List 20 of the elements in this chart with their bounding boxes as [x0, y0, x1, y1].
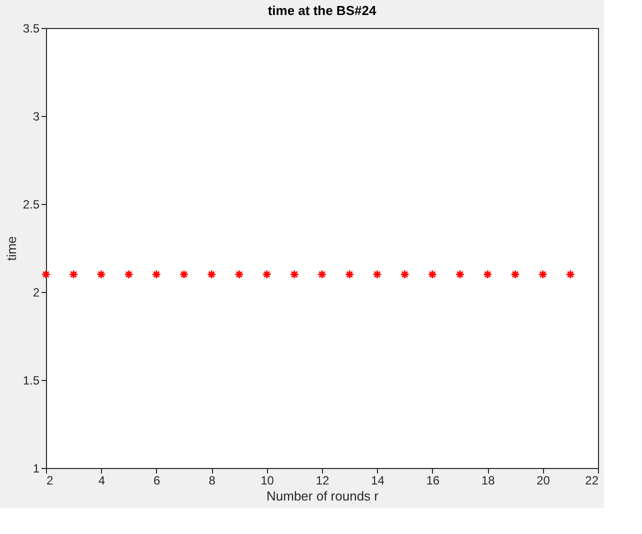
x-tick-label: 6 [154, 474, 161, 488]
y-tick-label: 2 [32, 286, 40, 300]
x-tick-label: 18 [481, 474, 496, 488]
x-axis-title: Number of rounds r [266, 488, 380, 504]
x-tick-label: 10 [260, 474, 274, 488]
x-tick-label: 8 [208, 474, 216, 488]
y-axis-title: time [4, 236, 19, 261]
x-tick-label: 2 [46, 474, 54, 488]
x-tick-label: 22 [585, 474, 599, 488]
x-tick-label: 16 [426, 474, 440, 488]
x-tick-label: 4 [98, 474, 106, 488]
y-tick-label: 2.5 [22, 198, 40, 212]
y-tick-label: 1 [32, 462, 40, 476]
y-tick-label: 1.5 [22, 374, 40, 388]
y-tick-label: 3.5 [22, 22, 40, 36]
chart-title: time at the BS#24 [268, 3, 377, 18]
y-tick-label: 3 [32, 110, 40, 124]
x-tick-label: 20 [536, 474, 550, 488]
x-tick-label: 14 [371, 474, 385, 488]
x-tick-label: 12 [316, 474, 330, 488]
